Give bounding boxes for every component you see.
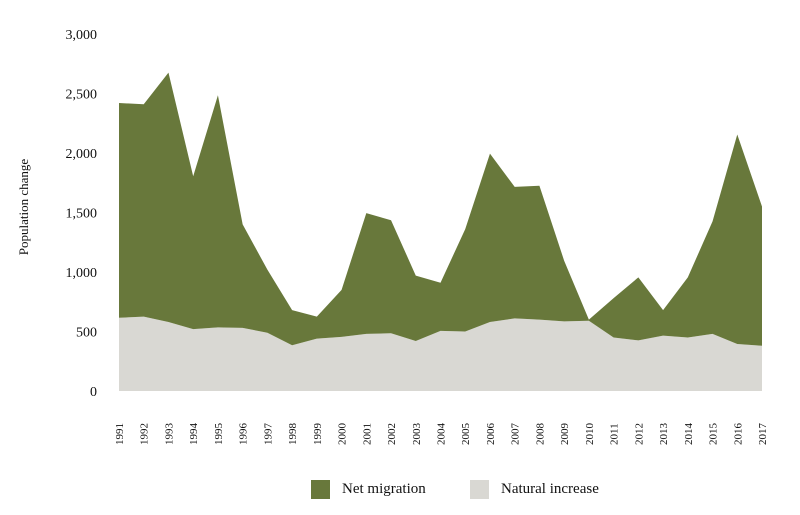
legend-swatch-natural-increase [470, 480, 489, 499]
legend-item-natural-increase: Natural increase [470, 480, 599, 499]
x-tick-label: 2006 [485, 423, 497, 446]
x-tick-label: 1994 [188, 423, 200, 446]
x-tick-label: 1992 [139, 423, 151, 445]
x-tick-label: 2003 [411, 423, 423, 446]
x-tick-label: 2013 [658, 423, 670, 446]
area-net-migration [119, 72, 762, 346]
legend-label-net-migration: Net migration [342, 481, 426, 497]
x-tick-label: 2017 [757, 423, 769, 446]
chart-areas [119, 72, 762, 391]
legend-swatch-net-migration [311, 480, 330, 499]
x-tick-label: 1996 [238, 423, 250, 446]
legend-label-natural-increase: Natural increase [501, 481, 599, 497]
y-tick-label: 2,000 [66, 147, 98, 162]
y-axis-label: Population change [16, 159, 31, 256]
legend-item-net-migration: Net migration [311, 480, 426, 499]
x-tick-label: 1998 [287, 423, 299, 446]
x-tick-label: 2002 [386, 423, 398, 445]
y-tick-label: 0 [90, 385, 97, 400]
x-tick-label: 1999 [312, 423, 324, 446]
x-tick-label: 1993 [163, 423, 175, 446]
y-tick-label: 1,500 [66, 207, 98, 222]
x-tick-label: 2015 [708, 423, 720, 446]
x-tick-label: 2004 [436, 423, 448, 446]
x-tick-label: 2010 [584, 423, 596, 446]
x-tick-label: 2001 [361, 423, 373, 445]
x-tick-label: 2000 [337, 423, 349, 446]
x-tick-label: 2012 [633, 423, 645, 445]
x-tick-label: 1995 [213, 423, 225, 446]
y-tick-label: 2,500 [66, 88, 98, 103]
x-tick-label: 2009 [559, 423, 571, 446]
x-tick-label: 2011 [609, 423, 621, 445]
x-axis: 1991 1992 1993 1994 1995 1996 1997 1998 1999 2000… [114, 423, 769, 446]
x-tick-label: 1997 [262, 423, 274, 446]
y-tick-label: 500 [76, 326, 97, 341]
x-tick-label: 2007 [510, 423, 522, 446]
x-tick-label: 2008 [534, 423, 546, 446]
x-tick-label: 2005 [460, 423, 472, 446]
y-tick-label: 1,000 [66, 266, 98, 281]
y-tick-label: 3,000 [66, 28, 98, 43]
x-tick-label: 2014 [683, 423, 695, 446]
legend: Net migration Natural increase [0, 480, 800, 504]
y-axis: 0 500 1,000 1,500 2,000 2,500 3,000 [66, 28, 98, 400]
x-tick-label: 2016 [732, 423, 744, 446]
area-natural-increase [119, 316, 762, 391]
x-tick-label: 1991 [114, 423, 126, 445]
